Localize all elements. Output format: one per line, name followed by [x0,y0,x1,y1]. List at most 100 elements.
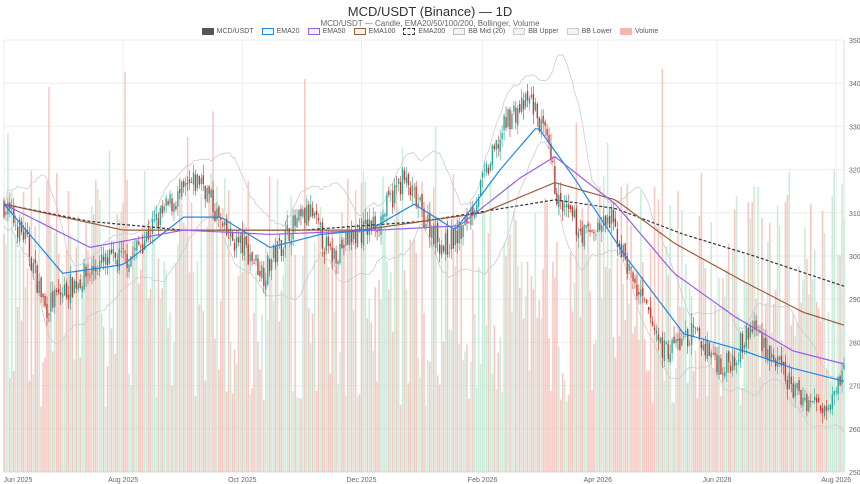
candle-body [251,252,253,262]
candle-body [300,208,302,217]
candle-body [351,230,353,243]
volume-bar [724,296,726,472]
volume-bar [87,249,89,472]
volume-bar [798,266,800,472]
candle-body [481,172,484,178]
volume-bar [393,218,396,472]
candle-body [683,336,685,338]
volume-bar [823,233,826,472]
candle-body [40,277,42,298]
volume-bar [247,180,249,473]
candle-body [827,408,830,410]
volume-bar [538,300,541,472]
candle-body [48,314,50,315]
volume-bar [450,330,453,472]
candle-body [761,332,763,352]
candle-body [603,216,605,226]
candle-body [276,240,279,263]
candle-body [524,93,527,107]
candle-body [194,174,197,191]
volume-bar [571,311,574,472]
volume-bar [735,196,738,472]
y-tick-label: 290 [849,297,860,304]
volume-bar [116,214,119,472]
volume-bar [413,238,416,472]
candle-body [81,286,83,292]
volume-bar [229,341,232,472]
legend-swatch [619,28,632,35]
candle-body [696,329,699,330]
candle-body [774,359,777,367]
volume-bar [811,279,814,472]
volume-bar [634,326,636,472]
candle-body [112,249,115,253]
volume-bar [280,290,283,472]
candle-body [505,117,507,128]
candle-body [319,222,322,225]
candle-body [743,344,746,349]
volume-bar [518,288,521,472]
candle-body [52,290,54,308]
volume-bar [667,275,669,472]
candle-body [708,342,710,356]
volume-bar [694,350,697,472]
candle-body [331,247,333,262]
candle-body [778,356,781,360]
candle-body [384,213,386,217]
volume-bar [745,282,748,472]
candle-body [491,145,494,166]
candle-body [259,270,261,277]
volume-bar [423,313,425,472]
volume-bar [505,255,507,472]
candle-body [663,340,665,361]
volume-bar [686,382,689,472]
candle-body [114,252,117,258]
candle-body [18,218,21,242]
volume-bar [690,295,693,472]
candle-body [204,185,206,200]
volume-bar [239,231,242,472]
volume-bar [317,223,320,472]
volume-bar [20,320,23,472]
candle-body [511,114,513,130]
volume-bar [466,344,468,472]
volume-bar [501,392,503,472]
volume-bar [431,226,433,472]
candle-body [122,248,124,250]
candle-body [501,132,503,139]
candle-body [255,255,257,261]
candle-body [208,185,210,194]
candle-body [438,244,441,254]
candle-body [515,107,517,123]
candle-body [235,236,238,249]
volume-bar [550,391,552,472]
candle-body [24,229,27,239]
candle-body [104,253,107,265]
candle-body [354,228,357,244]
volume-bar [751,202,753,472]
volume-bar [59,292,62,472]
volume-bar [253,312,255,472]
volume-bar [24,287,27,472]
volume-bar [263,399,265,472]
volume-bar [40,406,42,472]
volume-bar [380,299,382,472]
volume-bar [118,219,121,472]
volume-bar [372,351,374,472]
volume-bar [347,179,349,473]
volume-bar [222,208,224,473]
volume-bar [214,338,216,472]
candle-body [89,275,91,277]
candle-body [765,337,767,358]
candle-body [75,281,77,289]
candle-body [218,206,220,218]
candle-body [677,338,679,341]
candle-body [550,143,552,159]
candle-body [249,253,251,262]
volume-bar [200,193,203,472]
candle-body [468,222,470,224]
volume-bar [579,317,582,472]
volume-bar [341,212,343,472]
candle-body [749,326,751,338]
